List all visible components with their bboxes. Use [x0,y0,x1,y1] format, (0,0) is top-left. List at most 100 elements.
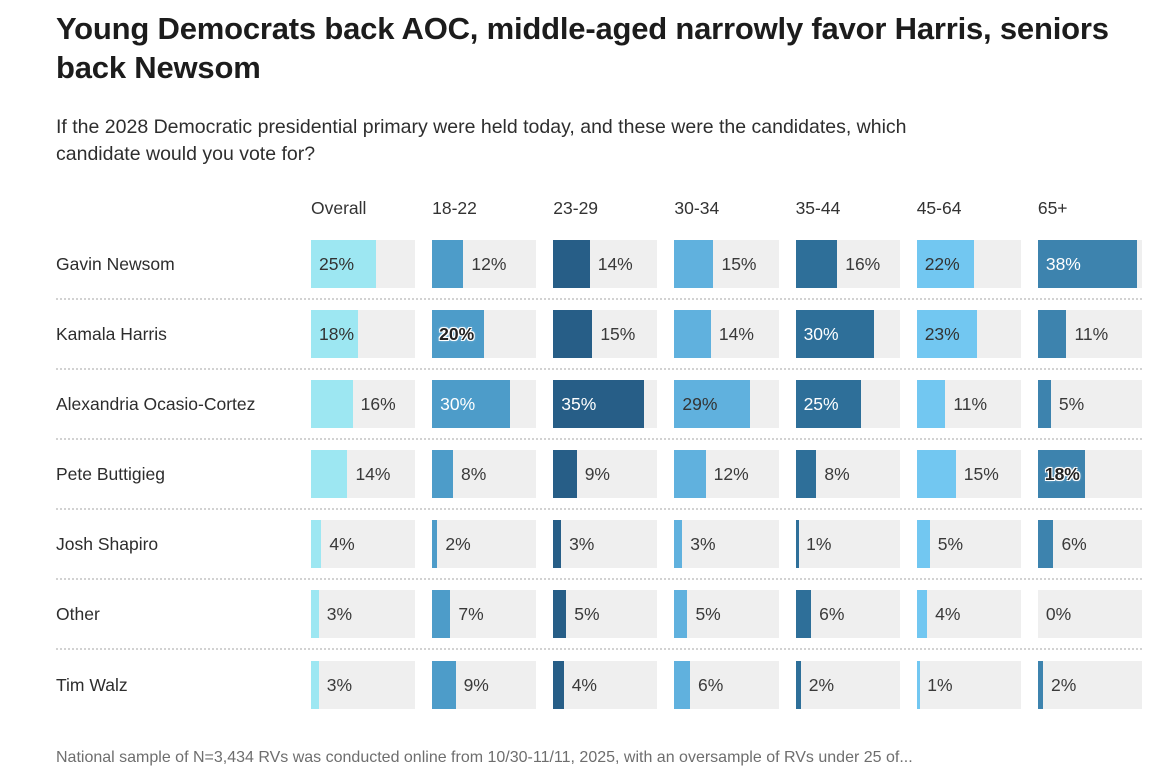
bar-track: 14% [553,240,658,289]
bar-value-label: 6% [698,675,724,696]
bar-track: 25% [311,240,416,289]
bar-fill [1037,520,1054,569]
bar-track: 30% [795,310,900,359]
bar-fill [311,380,353,429]
bar-track: 38% [1037,240,1142,289]
bar-value-label: 2% [1051,675,1077,696]
bar-value-label: 12% [471,254,507,275]
bar-value-label: 9% [584,464,610,485]
bar-fill [432,240,464,289]
column-header: 65+ [1037,198,1068,219]
bar-track: 3% [674,520,779,569]
bar-track: 4% [553,661,658,710]
bar-fill [916,450,956,499]
bar-value-label: 15% [721,254,757,275]
bar-fill [916,661,920,710]
bar-fill [674,310,711,359]
bar-value-label: 23% [924,324,960,345]
bar-fill [432,520,438,569]
bar-value-label: 5% [1058,394,1085,415]
bar-value-label: 25% [803,394,839,415]
bar-value-label: 4% [571,675,597,696]
bar-value-label: 3% [326,604,353,625]
bar-track: 14% [311,450,416,499]
chart-body: Gavin Newsom 25% 12% 14% 15% 16% 22% 38% Kamala … [56,230,1142,720]
column-header: 35-44 [795,198,841,219]
candidate-label: Josh Shapiro [56,533,159,554]
bar-track: 16% [311,380,416,429]
bar-track: 23% [916,310,1021,359]
footnote: National sample of N=3,434 RVs was condu… [56,749,913,767]
bar-fill [432,380,511,429]
bar-track: 2% [432,520,537,569]
bar-value-label: 15% [600,324,636,345]
column-header-row: Overall 18-22 23-29 30-34 35-44 45-64 65+ [56,191,1142,221]
bar-fill [674,661,691,710]
bar-value-label: 14% [718,324,754,345]
candidate-label: Kamala Harris [56,323,167,344]
bar-value-label: 18% [319,324,355,345]
candidate-row: Pete Buttigieg 14% 8% 9% 12% 8% 15% 18% [56,440,1142,511]
candidate-label: Other [56,603,100,624]
bar-value-label: 8% [460,464,487,485]
candidate-row: Other 3% 7% 5% 5% 6% 4% 0% [56,580,1142,651]
bar-value-label: 3% [569,534,595,555]
bar-track: 8% [795,450,900,499]
bar-track: 22% [916,240,1021,289]
bar-fill [916,310,977,359]
bar-fill [674,590,688,639]
bar-fill [674,380,750,429]
column-header: 23-29 [553,198,599,219]
bar-track: 30% [432,380,537,429]
bar-fill [674,450,706,499]
bar-track: 3% [553,520,658,569]
bar-value-label: 4% [935,604,961,625]
bar-fill [311,450,348,499]
bar-value-label: 20% [439,324,475,345]
bar-value-label: 12% [713,464,749,485]
candidate-row: Josh Shapiro 4% 2% 3% 3% 1% 5% 6% [56,510,1142,581]
bar-fill [795,310,874,359]
bar-value-label: 5% [937,534,964,555]
candidate-row: Kamala Harris 18% 20% 15% 14% 30% 23% 11% [56,300,1142,371]
bar-track: 16% [795,240,900,289]
chart-subtitle: If the 2028 Democratic presidential prim… [56,115,907,165]
bar-track: 4% [916,590,1021,639]
bar-track: 15% [916,450,1021,499]
bar-value-label: 9% [463,675,489,696]
bar-fill [553,590,567,639]
bar-value-label: 15% [963,464,999,485]
bar-track: 12% [432,240,537,289]
bar-value-label: 5% [574,604,600,625]
bar-track: 5% [1037,380,1142,429]
bar-value-label: 25% [319,254,355,275]
bar-value-label: 16% [845,254,881,275]
bar-fill [311,310,358,359]
bar-track: 1% [916,661,1021,710]
bar-track: 6% [674,661,779,710]
bar-fill [553,520,562,569]
column-header: Overall [311,198,367,219]
page-title: Young Democrats back AOC, middle-aged na… [56,11,1109,85]
bar-track: 6% [1037,520,1142,569]
bar-fill [795,240,838,289]
bar-track: 14% [674,310,779,359]
bar-fill [1037,661,1044,710]
bar-value-label: 1% [927,675,953,696]
bar-value-label: 2% [445,534,471,555]
bar-track: 12% [674,450,779,499]
bar-value-label: 11% [953,394,988,415]
bar-fill [553,310,593,359]
candidate-label: Gavin Newsom [56,253,175,274]
candidate-label: Alexandria Ocasio-Cortez [56,393,256,414]
bar-value-label: 38% [1045,254,1081,275]
bar-track: 0% [1037,590,1142,639]
bar-track: 7% [432,590,537,639]
bar-track: 15% [674,240,779,289]
bar-fill [432,661,456,710]
bar-track: 9% [432,661,537,710]
bar-track: 5% [553,590,658,639]
bar-track: 18% [1037,450,1142,499]
bar-value-label: 1% [806,534,832,555]
bar-track: 1% [795,520,900,569]
